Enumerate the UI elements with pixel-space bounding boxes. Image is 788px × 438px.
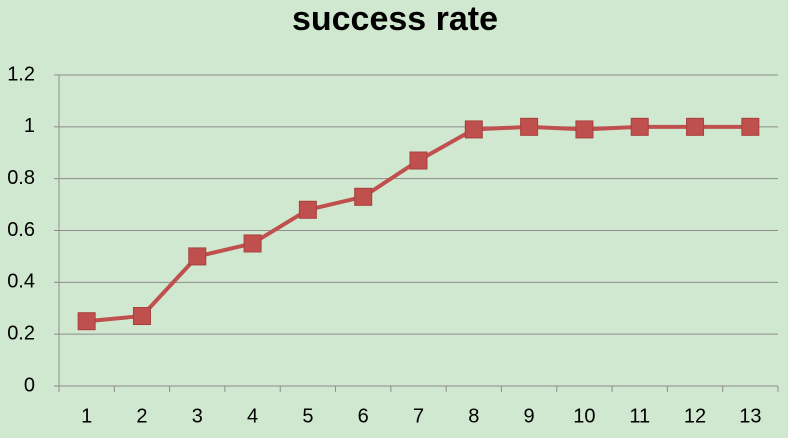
marker xyxy=(520,117,539,136)
marker xyxy=(354,187,373,206)
x-tick-label: 9 xyxy=(524,405,535,427)
x-tick-label: 11 xyxy=(629,405,650,427)
x-tick-label: 8 xyxy=(468,405,479,427)
marker xyxy=(686,117,705,136)
x-tick-label: 13 xyxy=(739,405,761,427)
chart-title: success rate xyxy=(292,0,498,38)
y-tick-label: 0.4 xyxy=(7,271,35,293)
x-tick-label: 5 xyxy=(302,405,313,427)
x-tick-label: 1 xyxy=(81,405,92,427)
x-tick-label: 4 xyxy=(247,405,258,427)
marker xyxy=(77,312,96,331)
x-tick-label: 2 xyxy=(136,405,147,427)
y-tick-label: 1 xyxy=(24,115,35,137)
marker xyxy=(575,120,594,139)
marker xyxy=(464,120,483,139)
marker xyxy=(132,307,151,326)
x-tick-label: 6 xyxy=(358,405,369,427)
y-tick-label: 0 xyxy=(24,374,35,396)
x-tick-label: 7 xyxy=(413,405,424,427)
x-tick-label: 10 xyxy=(573,405,595,427)
marker xyxy=(741,117,760,136)
marker xyxy=(243,234,262,253)
y-tick-label: 0.2 xyxy=(7,322,35,344)
marker xyxy=(630,117,649,136)
y-tick-label: 1.2 xyxy=(7,63,35,85)
marker xyxy=(188,247,207,266)
marker xyxy=(409,151,428,170)
marker xyxy=(298,200,317,219)
y-tick-label: 0.8 xyxy=(7,167,35,189)
y-tick-label: 0.6 xyxy=(7,219,35,241)
x-tick-label: 12 xyxy=(684,405,706,427)
x-tick-label: 3 xyxy=(192,405,203,427)
